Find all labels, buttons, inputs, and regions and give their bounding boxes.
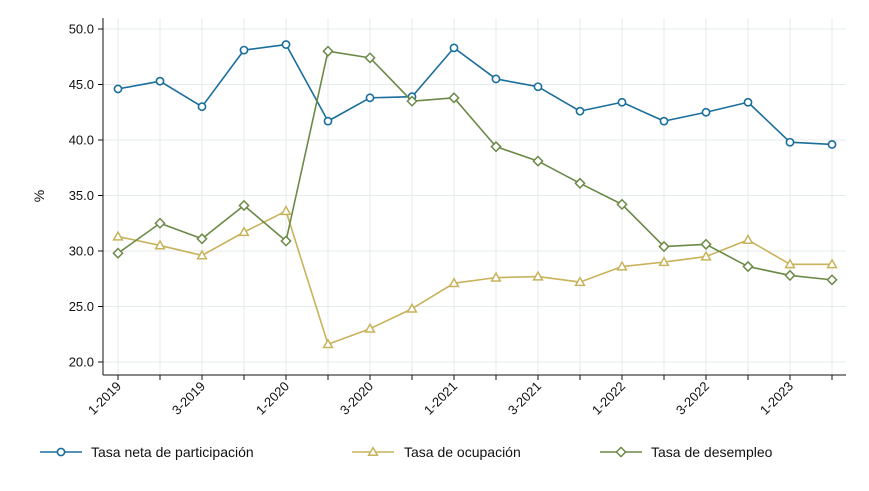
data-point <box>490 140 502 153</box>
data-point <box>574 276 586 287</box>
data-point <box>742 260 754 273</box>
data-point <box>406 302 418 313</box>
legend-marker <box>56 447 66 457</box>
legend-item-tasa-de-desempleo: Tasa de desempleo <box>600 444 773 460</box>
data-point <box>617 97 627 107</box>
data-point <box>784 269 796 282</box>
data-point <box>658 240 670 253</box>
series-line-tasa-neta-de-participacion <box>117 43 833 146</box>
data-point <box>448 92 460 104</box>
data-point <box>196 249 208 260</box>
data-point <box>826 258 838 269</box>
data-point <box>196 233 208 245</box>
data-point <box>323 116 333 126</box>
y-tick-label: 40.0 <box>69 133 94 148</box>
data-point <box>280 205 292 216</box>
legend-label: Tasa de desempleo <box>651 444 773 460</box>
data-point <box>364 322 376 333</box>
series-line-tasa-de-ocupacion <box>117 210 832 346</box>
legend-label: Tasa neta de participación <box>91 444 254 460</box>
x-tick-label: 3-2022 <box>673 379 712 418</box>
data-point <box>574 177 586 189</box>
data-point <box>742 233 754 244</box>
series-tasa-neta-de-participacion <box>113 40 837 149</box>
data-point <box>616 198 628 211</box>
data-point <box>827 140 837 149</box>
data-point <box>659 116 669 126</box>
data-point <box>112 230 124 241</box>
data-point <box>197 102 207 112</box>
legend-marker <box>367 446 379 457</box>
data-point <box>280 235 292 247</box>
x-tick-label: 3-2020 <box>337 379 376 418</box>
x-tick-label: 1-2023 <box>757 379 796 418</box>
data-point <box>785 137 795 147</box>
y-tick-label: 25.0 <box>69 299 94 314</box>
data-point <box>616 260 628 271</box>
data-point <box>700 238 712 251</box>
data-point <box>533 82 543 92</box>
data-point <box>784 258 796 269</box>
data-point <box>364 52 376 64</box>
data-point <box>701 107 711 117</box>
data-point <box>406 95 418 107</box>
series-tasa-de-ocupacion <box>112 205 838 349</box>
series-line-tasa-de-desempleo <box>117 50 833 281</box>
x-tick-label: 1-2021 <box>421 379 460 418</box>
legend-label: Tasa de ocupación <box>404 444 521 460</box>
data-point <box>112 247 124 259</box>
data-point <box>322 338 334 349</box>
y-tick-label: 30.0 <box>69 244 94 259</box>
y-tick-label: 20.0 <box>69 355 94 370</box>
data-point <box>322 45 334 57</box>
data-point <box>365 93 375 103</box>
y-tick-label: 35.0 <box>69 188 94 203</box>
data-point <box>532 270 544 281</box>
gridlines <box>103 18 846 375</box>
x-tick-label: 1-2022 <box>589 379 628 418</box>
data-point <box>154 239 166 250</box>
data-point <box>239 45 249 55</box>
legend-marker <box>615 446 627 458</box>
series-tasa-de-desempleo <box>112 45 838 286</box>
x-tick-label: 1-2020 <box>253 379 292 418</box>
data-point <box>658 256 670 267</box>
legend: Tasa neta de participación Tasa de ocupac… <box>40 444 773 460</box>
x-tick-label: 3-2019 <box>169 379 208 418</box>
axes: 20.0 25.0 30.0 35.0 40.0 45.0 50.0% 1-2019 3-201… <box>31 18 846 418</box>
data-point <box>448 277 460 288</box>
data-point <box>238 226 250 237</box>
data-point <box>238 199 250 212</box>
data-point <box>155 76 165 86</box>
data-point <box>491 74 501 84</box>
y-tick-label: 50.0 <box>69 22 94 37</box>
legend-item-tasa-de-ocupacion: Tasa de ocupación <box>352 444 521 460</box>
x-tick-label: 1-2019 <box>85 379 124 418</box>
data-point <box>575 106 585 116</box>
data-point <box>281 40 291 49</box>
legend-item-tasa-neta-de-participacion: Tasa neta de participación <box>40 444 254 460</box>
data-point <box>449 43 459 53</box>
data-point <box>700 250 712 261</box>
data-point <box>743 97 753 107</box>
data-point <box>113 84 123 94</box>
data-point <box>154 217 166 229</box>
y-tick-label: 45.0 <box>69 77 94 92</box>
x-tick-label: 3-2021 <box>505 379 544 418</box>
data-point <box>532 155 544 167</box>
data-point <box>490 271 502 282</box>
data-point <box>826 274 838 286</box>
series-group <box>112 40 838 349</box>
y-axis-title: % <box>31 190 47 202</box>
